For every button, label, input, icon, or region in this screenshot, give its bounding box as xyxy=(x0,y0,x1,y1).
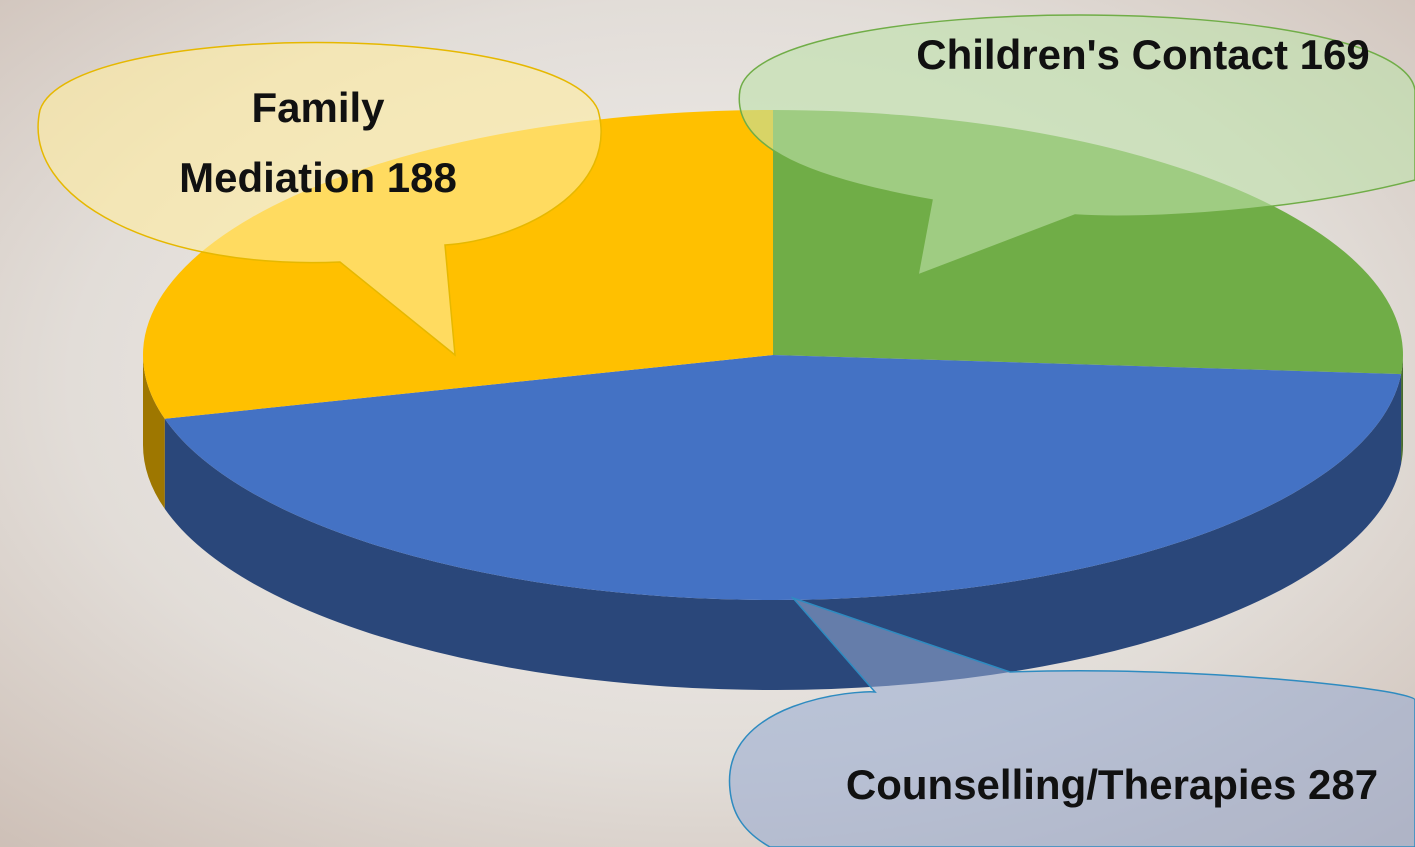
data-label: Counselling/Therapies 287 xyxy=(842,750,1382,820)
label-category: Children's Contact xyxy=(916,31,1288,78)
label-value: 188 xyxy=(386,154,457,201)
callout-family xyxy=(37,41,602,357)
data-label: Children's Contact 169 xyxy=(908,20,1378,90)
data-label: Family Mediation 188 xyxy=(153,73,483,213)
pie-sides xyxy=(143,355,1403,691)
slice-side xyxy=(164,374,1402,691)
slice-side xyxy=(1401,355,1403,465)
label-value: 169 xyxy=(1299,31,1370,78)
slice-side xyxy=(143,355,165,509)
pie-top xyxy=(143,110,1403,601)
slice xyxy=(143,110,773,419)
label-category: Family Mediation xyxy=(179,84,385,201)
callout-children xyxy=(738,14,1415,277)
label-value: 287 xyxy=(1308,761,1379,808)
label-category: Counselling/Therapies xyxy=(845,761,1297,808)
callout-counselling xyxy=(729,596,1415,847)
callouts xyxy=(37,14,1415,847)
slice xyxy=(164,355,1402,601)
